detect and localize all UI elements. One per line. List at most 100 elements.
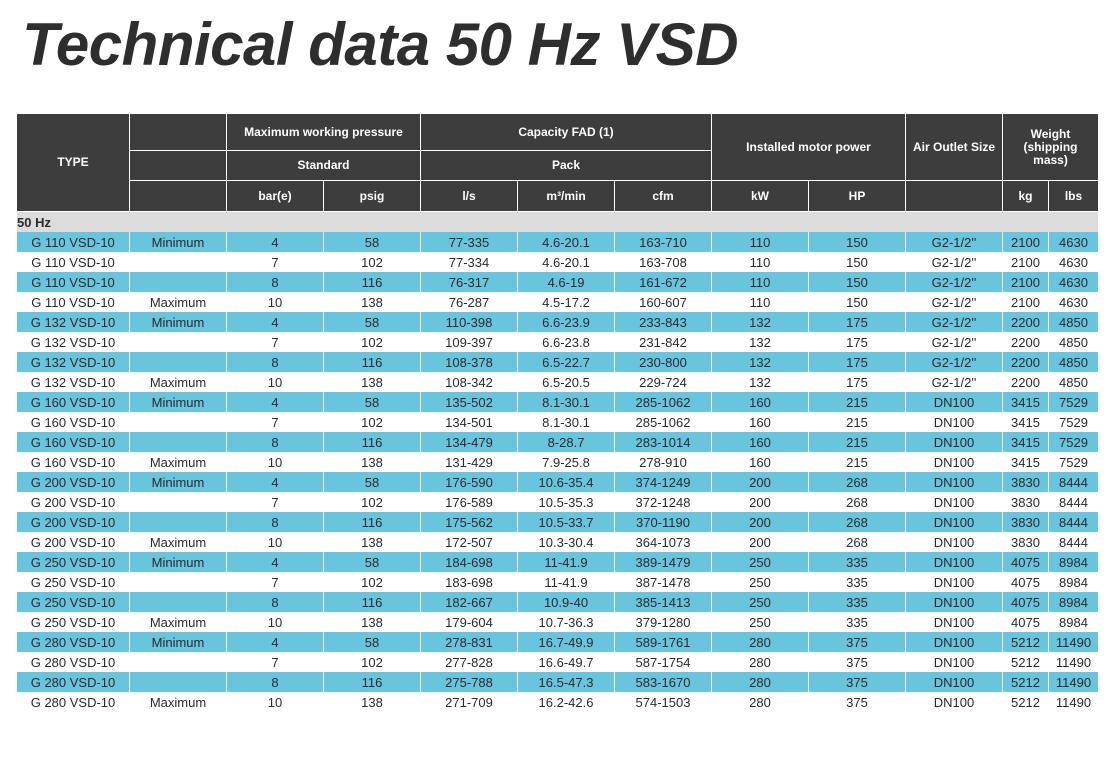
cell-kw: 132 [711, 372, 809, 392]
cell-lbs: 11490 [1048, 672, 1099, 692]
cell-outlet: DN100 [905, 392, 1003, 412]
table-row: G 200 VSD-10 Maximum 10 138 172-507 10.3-30.4… [16, 532, 1099, 552]
cell-hp: 150 [808, 292, 906, 312]
cell-hp: 215 [808, 452, 906, 472]
cell-cfm: 389-1479 [614, 552, 712, 572]
cell-m3min: 8.1-30.1 [517, 392, 615, 412]
cell-ls: 183-698 [420, 572, 518, 592]
cell-psig: 102 [323, 412, 421, 432]
table-row: G 132 VSD-10 Maximum 10 138 108-342 6.5-20.5 2… [16, 372, 1099, 392]
section-row: 50 Hz [16, 211, 1099, 232]
cell-variant [129, 412, 227, 432]
cell-type: G 280 VSD-10 [16, 652, 130, 672]
cell-type: G 110 VSD-10 [16, 232, 130, 252]
cell-outlet: DN100 [905, 472, 1003, 492]
cell-lbs: 7529 [1048, 452, 1099, 472]
cell-type: G 200 VSD-10 [16, 512, 130, 532]
cell-kg: 3415 [1002, 392, 1049, 412]
cell-lbs: 8984 [1048, 572, 1099, 592]
cell-type: G 200 VSD-10 [16, 492, 130, 512]
cell-kw: 110 [711, 272, 809, 292]
cell-hp: 215 [808, 392, 906, 412]
cell-type: G 250 VSD-10 [16, 592, 130, 612]
cell-variant [129, 672, 227, 692]
header-max-pressure: Maximum working pressure [226, 113, 421, 151]
cell-outlet: G2-1/2'' [905, 292, 1003, 312]
cell-ls: 76-287 [420, 292, 518, 312]
cell-hp: 335 [808, 592, 906, 612]
cell-variant [129, 512, 227, 532]
cell-psig: 138 [323, 452, 421, 472]
cell-ls: 175-562 [420, 512, 518, 532]
cell-ls: 179-604 [420, 612, 518, 632]
cell-psig: 58 [323, 552, 421, 572]
table-row: G 160 VSD-10 Minimum 4 58 135-502 8.1-30.1 285… [16, 392, 1099, 412]
cell-lbs: 4630 [1048, 232, 1099, 252]
cell-bar: 4 [226, 232, 324, 252]
cell-psig: 58 [323, 632, 421, 652]
cell-outlet: DN100 [905, 512, 1003, 532]
cell-psig: 58 [323, 232, 421, 252]
header-standard: Standard [226, 150, 421, 181]
cell-outlet: G2-1/2'' [905, 232, 1003, 252]
cell-outlet: G2-1/2'' [905, 272, 1003, 292]
table-row: G 110 VSD-10 7 102 77-334 4.6-20.1 163-708 110… [16, 252, 1099, 272]
cell-type: G 280 VSD-10 [16, 672, 130, 692]
cell-kg: 4075 [1002, 612, 1049, 632]
cell-kw: 280 [711, 692, 809, 712]
cell-variant: Maximum [129, 452, 227, 472]
cell-psig: 116 [323, 352, 421, 372]
cell-bar: 8 [226, 512, 324, 532]
cell-ls: 134-479 [420, 432, 518, 452]
cell-psig: 116 [323, 672, 421, 692]
cell-kw: 200 [711, 512, 809, 532]
cell-hp: 215 [808, 432, 906, 452]
cell-lbs: 8984 [1048, 612, 1099, 632]
cell-kw: 250 [711, 552, 809, 572]
unit-hp: HP [808, 180, 906, 212]
cell-ls: 182-667 [420, 592, 518, 612]
unit-ls: l/s [420, 180, 518, 212]
cell-kg: 3830 [1002, 512, 1049, 532]
cell-variant [129, 572, 227, 592]
cell-cfm: 587-1754 [614, 652, 712, 672]
cell-type: G 110 VSD-10 [16, 292, 130, 312]
table-row: G 132 VSD-10 8 116 108-378 6.5-22.7 230-800 13… [16, 352, 1099, 372]
cell-lbs: 4850 [1048, 352, 1099, 372]
table-row: G 132 VSD-10 7 102 109-397 6.6-23.8 231-842 13… [16, 332, 1099, 352]
cell-outlet: DN100 [905, 572, 1003, 592]
cell-bar: 10 [226, 372, 324, 392]
table-row: G 110 VSD-10 Minimum 4 58 77-335 4.6-20.1 163-… [16, 232, 1099, 252]
page-title: Technical data 50 Hz VSD [22, 11, 739, 78]
cell-kg: 5212 [1002, 652, 1049, 672]
table-row: G 160 VSD-10 Maximum 10 138 131-429 7.9-25.8 2… [16, 452, 1099, 472]
cell-kw: 132 [711, 352, 809, 372]
unit-cfm: cfm [614, 180, 712, 212]
cell-cfm: 379-1280 [614, 612, 712, 632]
cell-kg: 3415 [1002, 412, 1049, 432]
header-motor-power: Installed motor power [711, 113, 906, 181]
cell-ls: 277-828 [420, 652, 518, 672]
table-row: G 280 VSD-10 7 102 277-828 16.6-49.7 587-1754… [16, 652, 1099, 672]
cell-lbs: 8444 [1048, 492, 1099, 512]
cell-outlet: DN100 [905, 652, 1003, 672]
cell-lbs: 8444 [1048, 472, 1099, 492]
technical-data-table: TYPE Maximum working pressure Capacity F… [16, 113, 1099, 712]
cell-ls: 108-378 [420, 352, 518, 372]
cell-variant [129, 432, 227, 452]
cell-cfm: 387-1478 [614, 572, 712, 592]
cell-psig: 138 [323, 292, 421, 312]
cell-type: G 160 VSD-10 [16, 392, 130, 412]
unit-m3min: m³/min [517, 180, 615, 212]
cell-hp: 335 [808, 572, 906, 592]
cell-type: G 110 VSD-10 [16, 252, 130, 272]
cell-bar: 7 [226, 332, 324, 352]
cell-hp: 175 [808, 332, 906, 352]
cell-type: G 160 VSD-10 [16, 432, 130, 452]
cell-cfm: 161-672 [614, 272, 712, 292]
cell-psig: 138 [323, 372, 421, 392]
cell-hp: 375 [808, 652, 906, 672]
cell-m3min: 4.6-19 [517, 272, 615, 292]
table-body: 50 Hz G 110 VSD-10 Minimum 4 58 77-335 4.6-20… [16, 211, 1099, 712]
cell-type: G 250 VSD-10 [16, 572, 130, 592]
